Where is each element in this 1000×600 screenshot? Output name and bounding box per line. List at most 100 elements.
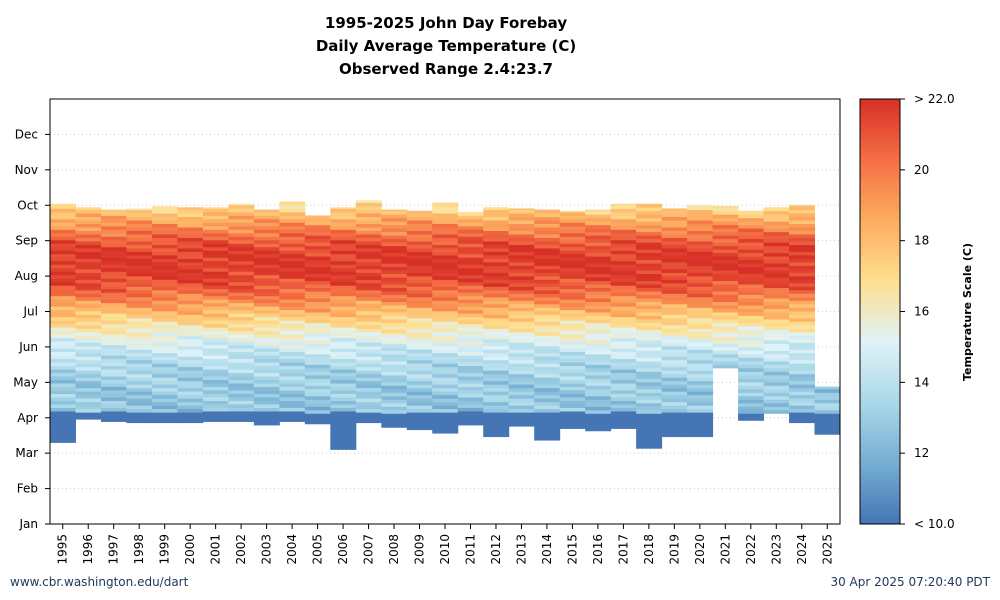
heatmap-cell — [228, 390, 255, 394]
x-tick-label: 2018 — [642, 534, 656, 565]
heatmap-cell — [585, 427, 612, 432]
heatmap-cell — [610, 243, 637, 248]
heatmap-cell — [279, 323, 306, 328]
source-link[interactable]: www.cbr.washington.edu/dart — [10, 575, 189, 589]
heatmap-cell — [151, 401, 178, 406]
heatmap-cell — [202, 358, 229, 363]
heatmap-cell — [457, 362, 484, 367]
heatmap-cell — [432, 275, 459, 280]
heatmap-cell — [508, 366, 535, 371]
heatmap-cell — [253, 323, 280, 328]
heatmap-cell — [355, 345, 382, 350]
heatmap-cell — [253, 278, 280, 283]
heatmap-cell — [712, 294, 739, 299]
heatmap-cell — [279, 316, 306, 321]
heatmap-cell — [126, 279, 153, 284]
heatmap-cell — [177, 262, 204, 266]
heatmap-cell — [279, 372, 306, 377]
heatmap-cell — [100, 232, 127, 237]
heatmap-cell — [763, 329, 790, 334]
heatmap-cell — [483, 307, 510, 312]
heatmap-cell — [381, 360, 408, 365]
heatmap-cell — [177, 331, 204, 336]
heatmap-cell — [330, 400, 357, 405]
heatmap-cell — [636, 392, 663, 397]
heatmap-cell — [330, 362, 357, 367]
heatmap-cell — [253, 362, 280, 367]
heatmap-cell — [50, 344, 76, 349]
heatmap-cell — [177, 342, 204, 347]
heatmap-cell — [228, 323, 255, 328]
heatmap-cell — [738, 371, 765, 376]
heatmap-cell — [508, 303, 535, 308]
heatmap-cell — [610, 267, 637, 272]
heatmap-cell — [253, 337, 280, 342]
heatmap-cell — [50, 232, 76, 237]
heatmap-cell — [330, 260, 357, 265]
heatmap-cell — [406, 405, 433, 410]
heatmap-cell — [738, 354, 765, 358]
heatmap-cell — [406, 300, 433, 305]
heatmap-cell — [559, 337, 586, 342]
heatmap-cell — [279, 334, 306, 339]
heatmap-cell — [483, 384, 510, 389]
heatmap-cell — [228, 257, 255, 262]
heatmap-cell — [355, 255, 382, 259]
heatmap-cell — [304, 416, 331, 421]
heatmap-cell — [432, 422, 459, 427]
heatmap-cell — [228, 288, 255, 293]
heatmap-cell — [585, 256, 612, 261]
heatmap-cell — [534, 314, 561, 319]
heatmap-cell — [355, 310, 382, 315]
colorbar-tick-label: 14 — [914, 375, 929, 389]
heatmap-cell — [559, 334, 586, 339]
heatmap-cell — [100, 295, 127, 300]
heatmap-cell — [406, 335, 433, 340]
heatmap-cell — [636, 263, 663, 268]
x-tick-label: 2007 — [362, 534, 376, 565]
heatmap-cell — [355, 248, 382, 252]
heatmap-cell — [355, 286, 382, 291]
heatmap-cell — [814, 392, 841, 397]
heatmap-cell — [50, 302, 76, 307]
heatmap-cell — [50, 397, 76, 401]
heatmap-cell — [483, 363, 510, 368]
heatmap-cell — [406, 293, 433, 298]
heatmap-cell — [432, 248, 459, 252]
heatmap-cell — [50, 292, 76, 297]
heatmap-cell — [457, 236, 484, 241]
x-axis: 1995 1996 1997 1998 1999 2000 2001 2002 2003 2004… — [56, 524, 834, 565]
heatmap-cell — [126, 356, 153, 361]
heatmap-cell — [50, 365, 76, 370]
heatmap-cell — [381, 263, 408, 268]
heatmap-cell — [304, 280, 331, 285]
heatmap-cell — [126, 208, 153, 211]
heatmap-cell — [687, 300, 714, 305]
heatmap-cell — [304, 235, 331, 240]
heatmap-cell — [636, 284, 663, 289]
heatmap-cell — [228, 264, 255, 269]
heatmap-cell — [304, 343, 331, 348]
heatmap-cell — [355, 202, 382, 207]
heatmap-cell — [50, 334, 76, 339]
heatmap-cell — [381, 270, 408, 275]
heatmap-cell — [559, 295, 586, 300]
heatmap-cell — [763, 291, 790, 296]
heatmap-cell — [661, 220, 688, 224]
heatmap-cell — [75, 269, 102, 273]
heatmap-cell — [534, 387, 561, 392]
heatmap-cell — [177, 244, 204, 249]
heatmap-cell — [763, 354, 790, 358]
heatmap-cell — [738, 406, 765, 411]
heatmap-cell — [432, 307, 459, 312]
heatmap-cell — [75, 356, 102, 361]
heatmap-cell — [330, 411, 357, 415]
heatmap-cell — [457, 323, 484, 328]
heatmap-cell — [610, 362, 637, 367]
heatmap-cell — [508, 213, 535, 218]
heatmap-cell — [355, 265, 382, 270]
heatmap-cell — [279, 393, 306, 398]
heatmap-cell — [279, 337, 306, 342]
heatmap-cell — [304, 273, 331, 278]
heatmap-cell — [508, 408, 535, 413]
